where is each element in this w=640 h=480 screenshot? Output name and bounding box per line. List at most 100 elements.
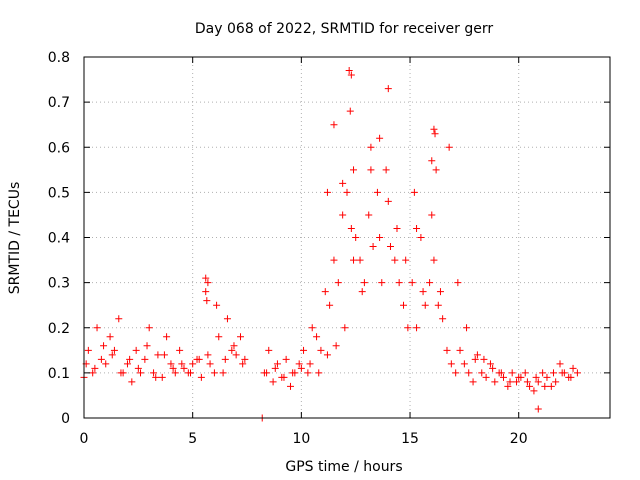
data-point	[204, 279, 212, 287]
data-point	[339, 179, 347, 187]
data-point	[347, 71, 355, 79]
data-point	[515, 373, 523, 381]
data-point	[567, 373, 575, 381]
data-point	[154, 351, 162, 359]
y-tick-label: 0.2	[48, 321, 70, 337]
data-point	[123, 360, 131, 368]
data-point	[419, 288, 427, 296]
x-tick-label: 20	[510, 431, 528, 447]
data-point	[315, 369, 323, 377]
x-tick-label: 10	[292, 431, 310, 447]
data-point	[345, 67, 353, 75]
chart-title: Day 068 of 2022, SRMTID for receiver ger…	[195, 21, 493, 37]
data-point	[471, 355, 479, 363]
data-point	[221, 355, 229, 363]
data-point	[454, 279, 462, 287]
data-point	[569, 364, 577, 372]
data-point	[473, 351, 481, 359]
data-point	[106, 333, 114, 341]
data-point	[443, 346, 451, 354]
data-point	[269, 378, 277, 386]
data-point	[508, 369, 516, 377]
data-point	[202, 274, 210, 282]
data-point	[326, 301, 334, 309]
data-point	[239, 360, 247, 368]
data-point	[102, 360, 110, 368]
y-tick-label: 0.5	[48, 185, 70, 201]
data-point	[178, 360, 186, 368]
data-point	[219, 369, 227, 377]
data-point	[343, 188, 351, 196]
data-point	[360, 279, 368, 287]
data-point	[376, 134, 384, 142]
data-point	[97, 355, 105, 363]
data-point	[480, 355, 488, 363]
data-point	[384, 85, 392, 93]
data-point	[150, 369, 158, 377]
data-point	[456, 346, 464, 354]
data-point	[434, 301, 442, 309]
data-point	[202, 288, 210, 296]
data-point	[84, 346, 92, 354]
data-point	[197, 373, 205, 381]
data-point	[187, 369, 195, 377]
data-point	[408, 279, 416, 287]
data-point	[265, 346, 273, 354]
data-point	[489, 364, 497, 372]
data-point	[206, 360, 214, 368]
data-point	[417, 234, 425, 241]
data-point	[530, 387, 538, 395]
data-point	[386, 243, 394, 251]
data-point	[295, 360, 303, 368]
y-tick-label: 0.4	[48, 231, 70, 247]
data-point	[93, 324, 101, 332]
data-point	[346, 107, 354, 115]
data-point	[213, 301, 221, 309]
data-point	[280, 373, 288, 381]
data-point	[428, 157, 436, 165]
data-point	[391, 256, 399, 264]
x-tick-labels: 0 5 10 15 20	[80, 431, 528, 447]
data-point	[289, 369, 297, 377]
x-tick-label: 0	[80, 431, 89, 447]
y-tick-label: 0.6	[48, 140, 70, 156]
data-point	[504, 382, 512, 390]
data-point	[308, 324, 316, 332]
data-point	[126, 355, 134, 363]
data-point	[469, 378, 477, 386]
y-axis-label: SRMTID / TECUs	[7, 182, 23, 295]
data-point	[482, 373, 490, 381]
data-point	[180, 364, 188, 372]
y-tick-labels: 0 0.1 0.2 0.3 0.4 0.5 0.6 0.7 0.8	[48, 50, 70, 427]
data-point	[421, 301, 429, 309]
data-point	[486, 360, 494, 368]
data-point	[426, 279, 434, 287]
x-tick-label: 15	[401, 431, 419, 447]
data-point	[167, 360, 175, 368]
data-point	[513, 378, 521, 386]
data-point	[431, 130, 439, 138]
data-point	[439, 315, 447, 323]
data-point	[323, 351, 331, 359]
data-point	[223, 315, 231, 323]
data-point	[428, 211, 436, 219]
data-point	[117, 369, 125, 377]
data-point	[300, 346, 308, 354]
data-point	[521, 369, 529, 377]
data-point	[158, 373, 166, 381]
data-point	[134, 364, 142, 372]
data-point	[384, 197, 392, 205]
data-point	[91, 364, 99, 372]
data-point	[436, 288, 444, 296]
data-point	[334, 279, 342, 287]
data-point	[549, 369, 557, 377]
data-point	[232, 351, 240, 359]
data-point	[137, 369, 145, 377]
y-tick-label: 0.7	[48, 95, 70, 111]
y-tick-label: 0	[61, 411, 70, 427]
y-tick-label: 0.8	[48, 50, 70, 66]
data-point	[330, 121, 338, 129]
data-point	[376, 234, 384, 241]
data-point	[541, 382, 549, 390]
